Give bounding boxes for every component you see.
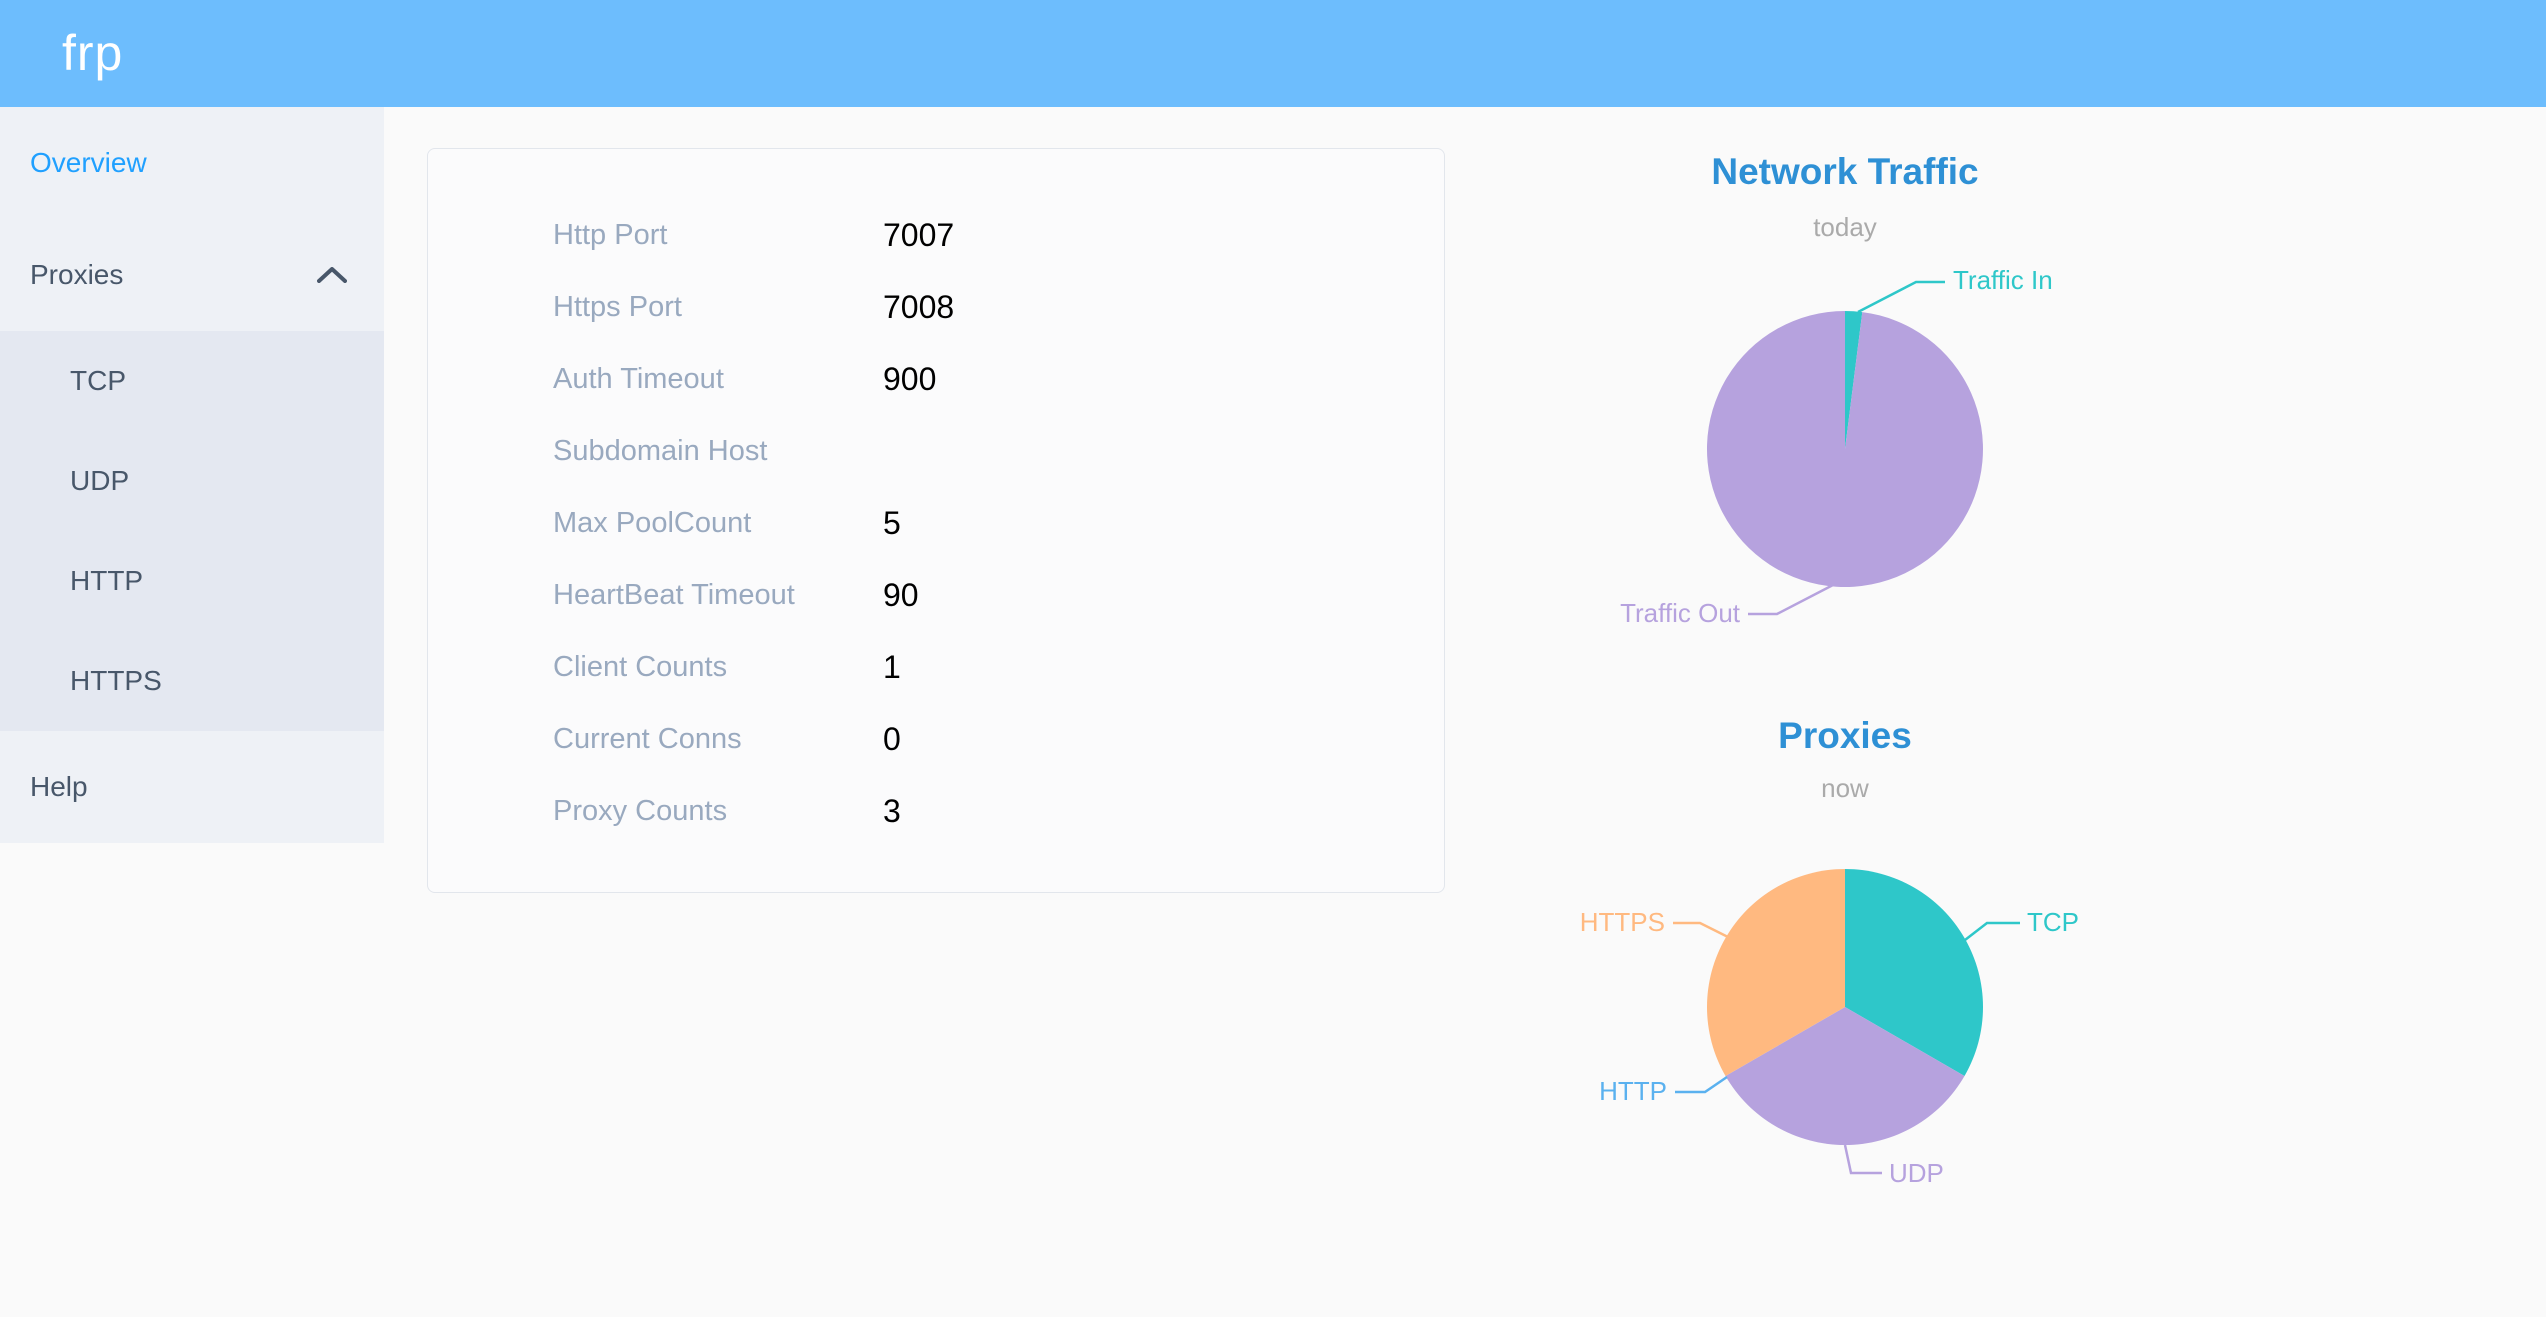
- sidebar-item-label: Overview: [30, 147, 147, 178]
- sidebar-item-label: UDP: [70, 465, 130, 496]
- config-value: 900: [883, 360, 937, 397]
- config-value: 7008: [883, 288, 955, 325]
- traffic-in-label: Traffic In: [1953, 265, 2053, 295]
- https-leader-line: [1673, 921, 1731, 940]
- sidebar-item-label: TCP: [70, 365, 126, 396]
- network-traffic-chart-title: Network Traffic: [1711, 151, 1979, 192]
- config-label: Auth Timeout: [553, 362, 724, 395]
- http-label: HTTP: [1599, 1076, 1667, 1106]
- config-row: Proxy Counts 3: [428, 775, 1444, 847]
- traffic-out-label: Traffic Out: [1620, 598, 1741, 628]
- config-value: 3: [883, 792, 901, 829]
- http-leader-line: [1675, 1075, 1728, 1094]
- sidebar-item-http[interactable]: HTTP: [0, 531, 384, 631]
- proxies-submenu: TCP UDP HTTP HTTPS: [0, 331, 384, 731]
- network-traffic-chart-subtitle: today: [1813, 212, 1877, 242]
- tcp-label: TCP: [2027, 907, 2079, 937]
- config-label: Current Conns: [553, 722, 742, 755]
- sidebar-item-overview[interactable]: Overview: [0, 107, 384, 219]
- config-label: Max PoolCount: [553, 506, 752, 539]
- sidebar-item-label: HTTPS: [70, 665, 162, 696]
- config-value: 90: [883, 576, 919, 613]
- config-label: Proxy Counts: [553, 794, 728, 827]
- pie-slice-traffic-out[interactable]: [1706, 311, 1983, 587]
- main-content: Http Port 7007 Https Port 7008 Auth Time…: [384, 107, 2546, 1234]
- config-row: Http Port 7007: [428, 199, 1444, 271]
- config-row: Auth Timeout 900: [428, 343, 1444, 415]
- proxies-chart-subtitle: now: [1821, 773, 1869, 803]
- config-row: Max PoolCount 5: [428, 487, 1444, 559]
- sidebar-item-https[interactable]: HTTPS: [0, 631, 384, 731]
- https-label: HTTPS: [1580, 907, 1665, 937]
- config-label: Https Port: [553, 290, 682, 323]
- config-row: Client Counts 1: [428, 631, 1444, 703]
- traffic-in-leader-line: [1857, 280, 1945, 314]
- app-logo: frp: [62, 25, 124, 81]
- config-row: Current Conns 0: [428, 703, 1444, 775]
- config-label: HeartBeat Timeout: [553, 578, 795, 611]
- pie-slice-traffic-in[interactable]: [1845, 311, 1863, 449]
- config-row: HeartBeat Timeout 90: [428, 559, 1444, 631]
- sidebar-item-tcp[interactable]: TCP: [0, 331, 384, 431]
- sidebar-item-label: Proxies: [30, 259, 124, 290]
- udp-label: UDP: [1889, 1158, 1944, 1188]
- sidebar-item-label: HTTP: [70, 565, 144, 596]
- sidebar: Overview Proxies TCP UDP HTTP HTTPS Help: [0, 107, 384, 843]
- pie-slice-https[interactable]: [1707, 869, 1845, 1076]
- server-info-card: Http Port 7007 Https Port 7008 Auth Time…: [427, 148, 1445, 893]
- proxies-chart-title: Proxies: [1778, 715, 1912, 756]
- config-row: Https Port 7008: [428, 271, 1444, 343]
- config-value: 5: [883, 504, 901, 541]
- config-value: 0: [883, 720, 901, 757]
- config-value: 7007: [883, 216, 955, 253]
- network-traffic-pie-chart: Traffic In Traffic Out: [1620, 265, 2053, 628]
- config-label: Subdomain Host: [553, 434, 768, 467]
- sidebar-item-label: Help: [30, 771, 88, 802]
- traffic-out-leader-line: [1748, 583, 1834, 616]
- chevron-up-icon: [317, 267, 347, 283]
- config-label: Client Counts: [553, 650, 728, 683]
- tcp-leader-line: [1964, 921, 2020, 941]
- pie-slice-udp[interactable]: [1725, 1007, 1965, 1145]
- sidebar-item-proxies[interactable]: Proxies: [0, 219, 384, 331]
- config-label: Http Port: [553, 218, 668, 251]
- proxies-pie-chart: TCP UDP HTTP HTTPS: [1580, 869, 2079, 1188]
- config-value: 1: [883, 648, 901, 685]
- sidebar-item-help[interactable]: Help: [0, 731, 384, 843]
- pie-slice-tcp[interactable]: [1845, 869, 1983, 1076]
- config-row: Subdomain Host: [428, 415, 1444, 487]
- udp-leader-line: [1843, 1144, 1882, 1175]
- app-header: frp: [0, 0, 2546, 107]
- sidebar-item-udp[interactable]: UDP: [0, 431, 384, 531]
